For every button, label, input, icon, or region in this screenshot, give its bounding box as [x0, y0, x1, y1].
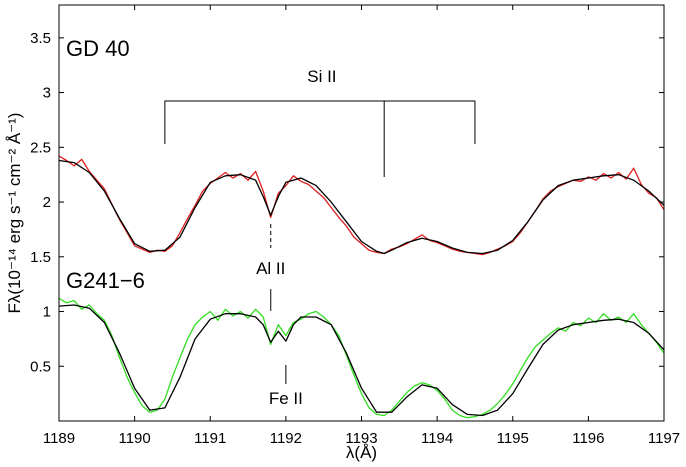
star-label-gd40: GD 40 — [66, 36, 130, 61]
y-tick-label-6: 3.5 — [30, 30, 51, 47]
x-tick-label-6: 1195 — [497, 430, 529, 447]
x-tick-label-0: 1189 — [43, 430, 75, 447]
y-tick-label-5: 3 — [43, 85, 51, 102]
x-tick-label-5: 1194 — [421, 430, 453, 447]
y-tick-label-2: 1.5 — [30, 249, 51, 266]
observed-spectrum-1 — [58, 297, 665, 419]
si-ii-label: Si II — [307, 67, 336, 86]
al-ii-label: Al II — [256, 259, 285, 278]
x-tick-label-4: 1193 — [345, 430, 377, 447]
annotation-layer: Si II Al II Fe II — [164, 67, 476, 408]
y-tick-label-4: 2.5 — [30, 139, 51, 156]
y-tick-label-0: 0.5 — [30, 358, 51, 375]
x-tick-label-2: 1191 — [194, 430, 226, 447]
x-axis-label: λ(Å) — [346, 443, 377, 462]
observed-spectrum-0 — [58, 155, 665, 256]
model-spectrum-0 — [58, 159, 665, 255]
plot-frame — [58, 4, 665, 422]
series-layer — [58, 155, 665, 419]
ticks-layer: 1189 1190 1191 1192 1193 1194 1195 1196 1197 0.5 1… — [30, 5, 680, 447]
y-tick-label-3: 2 — [43, 194, 51, 211]
fe-ii-label: Fe II — [269, 389, 303, 408]
x-tick-label-8: 1197 — [648, 430, 680, 447]
x-tick-label-1: 1190 — [118, 430, 150, 447]
x-tick-label-3: 1192 — [270, 430, 302, 447]
y-axis-label: Fλ(10⁻¹⁴ erg s⁻¹ cm⁻² Å⁻¹) — [5, 113, 24, 314]
si-ii-bracket — [164, 100, 476, 177]
y-tick-label-1: 1 — [43, 304, 51, 321]
model-spectrum-1 — [58, 304, 665, 417]
x-tick-label-7: 1196 — [572, 430, 604, 447]
star-label-g241-6: G241−6 — [66, 268, 145, 293]
